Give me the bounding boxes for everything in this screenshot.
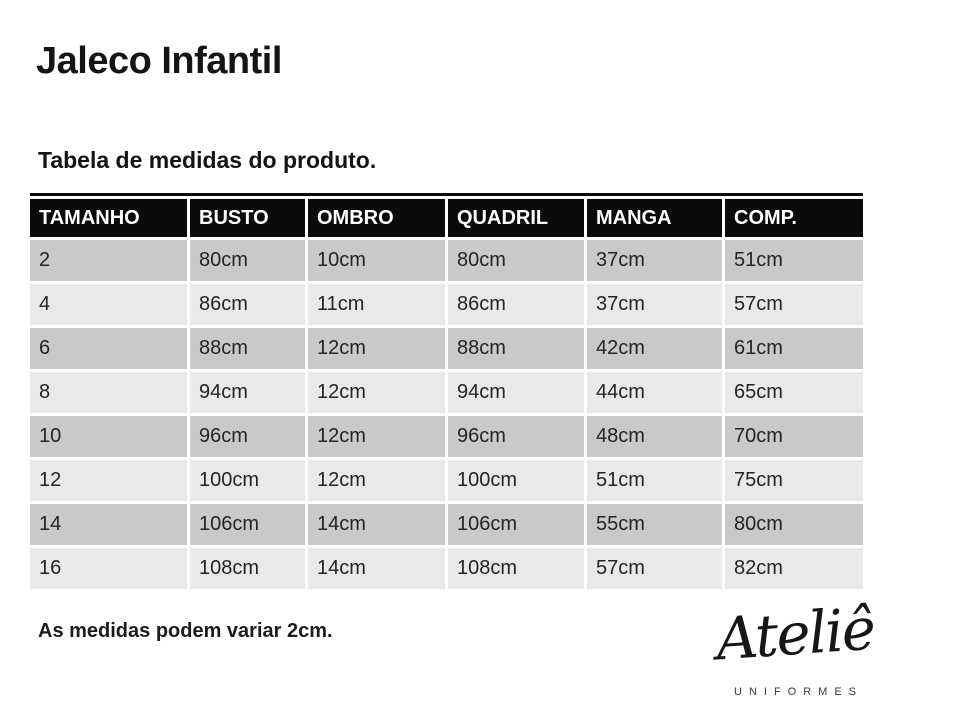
table-cell: 80cm <box>190 240 305 281</box>
table-cell: 80cm <box>725 504 863 545</box>
table-cell: 48cm <box>587 416 722 457</box>
table-cell: 86cm <box>190 284 305 325</box>
table-cell: 106cm <box>190 504 305 545</box>
table-cell: 51cm <box>725 240 863 281</box>
brand-logo-script: Ateliê <box>713 594 877 674</box>
table-cell: 10 <box>30 416 187 457</box>
table-cell: 108cm <box>190 548 305 589</box>
table-caption: Tabela de medidas do produto. <box>38 147 377 173</box>
page-title: Jaleco Infantil <box>36 40 282 82</box>
table-cell: 12cm <box>308 460 445 501</box>
brand-logo-tagline: UNIFORMES <box>734 686 863 698</box>
table-cell: 12cm <box>308 416 445 457</box>
size-table: TAMANHO BUSTO OMBRO QUADRIL MANGA COMP. 2 80cm… <box>30 199 863 589</box>
table-cell: 6 <box>30 328 187 369</box>
table-cell: 4 <box>30 284 187 325</box>
table-cell: 100cm <box>190 460 305 501</box>
table-cell: 2 <box>30 240 187 281</box>
table-cell: 96cm <box>448 416 584 457</box>
table-header-cell: TAMANHO <box>30 199 187 237</box>
brand-logo: Ateliê UNIFORMES <box>700 588 890 698</box>
table-cell: 44cm <box>587 372 722 413</box>
table-cell: 108cm <box>448 548 584 589</box>
table-cell: 16 <box>30 548 187 589</box>
table-cell: 57cm <box>587 548 722 589</box>
table-cell: 55cm <box>587 504 722 545</box>
size-table-container: TAMANHO BUSTO OMBRO QUADRIL MANGA COMP. 2 80cm… <box>30 193 863 589</box>
table-cell: 82cm <box>725 548 863 589</box>
table-cell: 10cm <box>308 240 445 281</box>
table-cell: 12 <box>30 460 187 501</box>
table-cell: 94cm <box>190 372 305 413</box>
table-cell: 8 <box>30 372 187 413</box>
table-header-cell: MANGA <box>587 199 722 237</box>
table-cell: 14cm <box>308 548 445 589</box>
table-cell: 12cm <box>308 328 445 369</box>
table-cell: 100cm <box>448 460 584 501</box>
table-cell: 12cm <box>308 372 445 413</box>
table-cell: 14 <box>30 504 187 545</box>
table-cell: 11cm <box>308 284 445 325</box>
table-header-cell: BUSTO <box>190 199 305 237</box>
table-cell: 14cm <box>308 504 445 545</box>
table-cell: 37cm <box>587 284 722 325</box>
table-cell: 96cm <box>190 416 305 457</box>
table-cell: 75cm <box>725 460 863 501</box>
table-header-cell: OMBRO <box>308 199 445 237</box>
table-cell: 86cm <box>448 284 584 325</box>
table-cell: 65cm <box>725 372 863 413</box>
table-top-border <box>30 193 863 196</box>
table-cell: 70cm <box>725 416 863 457</box>
table-cell: 80cm <box>448 240 584 281</box>
table-cell: 57cm <box>725 284 863 325</box>
table-cell: 88cm <box>448 328 584 369</box>
table-cell: 88cm <box>190 328 305 369</box>
table-cell: 106cm <box>448 504 584 545</box>
tolerance-note: As medidas podem variar 2cm. <box>38 620 333 642</box>
table-cell: 42cm <box>587 328 722 369</box>
table-cell: 61cm <box>725 328 863 369</box>
table-header-cell: COMP. <box>725 199 863 237</box>
table-header-cell: QUADRIL <box>448 199 584 237</box>
table-cell: 51cm <box>587 460 722 501</box>
table-cell: 37cm <box>587 240 722 281</box>
table-cell: 94cm <box>448 372 584 413</box>
